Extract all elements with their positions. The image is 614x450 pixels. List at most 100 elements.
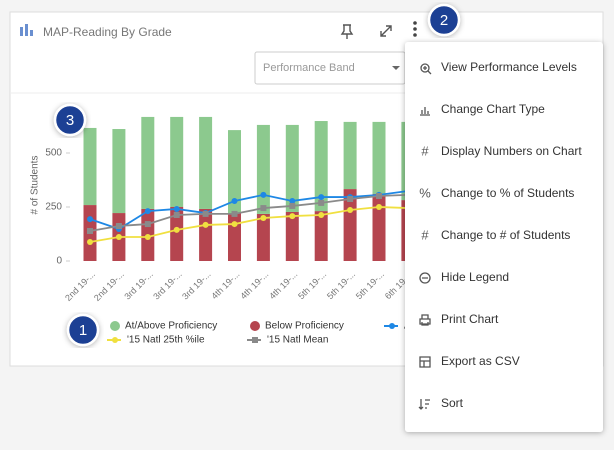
marker [144,221,151,228]
marker [347,196,354,203]
bar [285,124,299,212]
title: MAP-Reading By Grade [43,25,172,39]
menu-icon [419,356,431,368]
legend-swatch [110,321,120,331]
menu-icon [418,399,430,410]
menu-item[interactable] [406,300,602,340]
menu-label: Export as CSV [441,354,520,368]
menu-items: View Performance Levels Change Chart Type… [406,60,602,424]
marker [289,202,296,209]
menu-icon [420,107,430,116]
dropdown-caret [392,66,400,70]
marker [231,221,238,228]
marker [260,215,267,222]
kebab-icon[interactable] [413,21,417,37]
legend-swatch [250,321,260,331]
legend-label: '15 Natl Mean [267,335,328,346]
legend-label: '15 Natl 25th %ile [127,335,205,346]
marker [202,210,209,217]
marker [115,223,122,230]
bar [372,121,386,195]
y-tick-label: 250 [45,202,62,213]
marker [318,194,325,201]
menu-label: Change to # of Students [441,228,570,242]
marker [231,210,238,217]
bar [372,194,386,261]
badges: 1 2 3 [53,3,461,347]
menu-icon [419,314,431,326]
badge-number: 1 [79,322,87,339]
menu-label: View Performance Levels [441,60,577,74]
menu-icon: % [419,185,431,200]
y-axis-label: # of Students [30,156,41,215]
line [89,206,408,243]
marker [289,197,296,204]
menu-icon [420,63,432,75]
marker [87,227,93,234]
line [89,194,408,232]
menu-label: Print Chart [441,312,499,326]
badge [66,313,100,347]
y-tick-label: 500 [45,148,62,159]
legend-label: At/Above Proficiency [125,321,217,332]
bar [199,116,213,209]
marker [115,234,122,241]
line [89,190,409,231]
menu-icon [419,272,431,284]
bar [285,211,299,261]
marker [260,205,267,212]
marker [231,197,238,204]
legend-marker [112,337,118,343]
bar [314,121,328,212]
marker [376,192,382,199]
bar [83,127,97,206]
marker [289,213,296,220]
marker [376,204,382,210]
marker [87,216,93,223]
marker [173,211,180,218]
bar [199,208,213,261]
menu-icon: # [421,143,429,158]
bar [343,189,357,261]
bar [256,213,270,261]
expand-icon[interactable] [380,25,392,37]
menu-icon: # [421,227,429,242]
marker [202,221,209,228]
bar [170,116,184,207]
chart-icon [20,24,33,36]
badge [53,103,87,137]
badge-number: 2 [440,12,448,29]
pin-icon[interactable] [340,24,354,39]
legend-marker [252,337,258,343]
marker [144,208,151,215]
legend-label: Below Proficiency [265,321,344,332]
marker [173,226,180,233]
marker [318,211,325,218]
marker [87,238,93,245]
badge-number: 3 [66,112,74,129]
menu [405,42,603,432]
bar [228,130,241,214]
bar [314,211,328,261]
y-tick-label: 0 [56,256,62,267]
badge [427,3,461,37]
menu-item[interactable] [406,384,602,424]
bar [141,116,155,209]
marker [260,191,267,198]
marker [318,199,325,206]
menu-label: Hide Legend [441,270,509,284]
bar [112,129,126,214]
marker [173,205,180,212]
menu-label: Display Numbers on Chart [441,144,582,158]
marker [144,234,151,241]
dropdown-label: Performance Band [263,62,355,74]
bar [228,213,241,261]
menu-label: Change Chart Type [441,102,545,116]
legend-marker [389,323,395,329]
menu-label: Sort [441,396,464,410]
bar [256,124,270,214]
marker [347,207,354,214]
bar [343,121,357,190]
